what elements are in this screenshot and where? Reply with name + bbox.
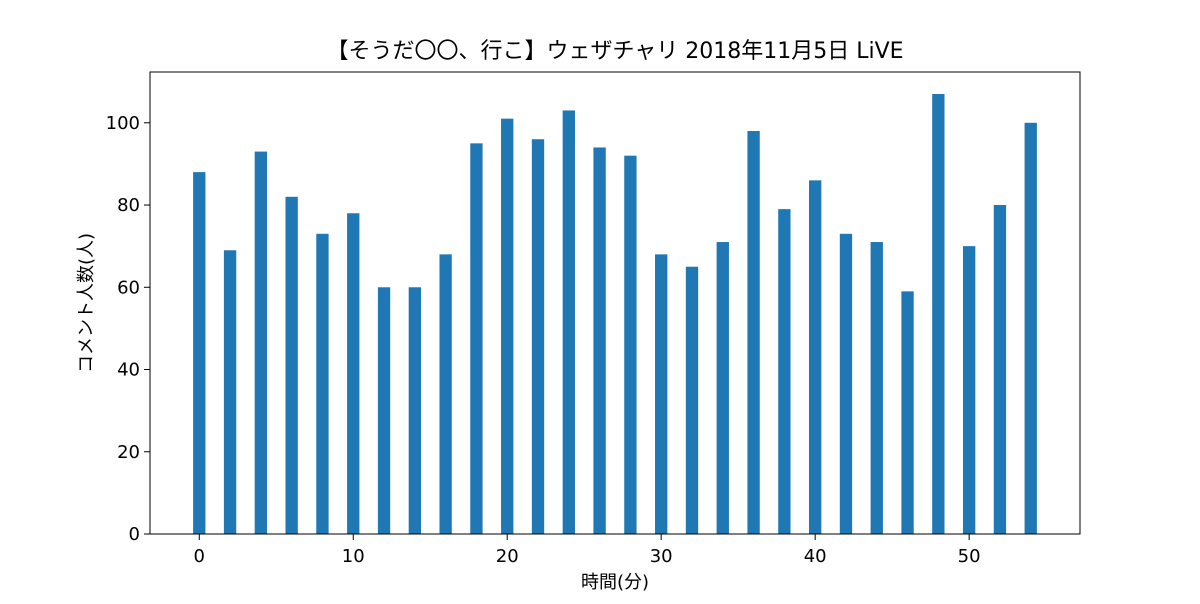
x-axis-ticks: 0 10 20 30 40 50 [194, 534, 981, 567]
bar-20 [501, 118, 514, 535]
x-tick-label-50: 50 [958, 546, 981, 567]
y-tick-label-60: 60 [117, 277, 140, 298]
bar-34 [716, 242, 729, 535]
bar-2 [223, 250, 237, 534]
y-tick-label-100: 100 [106, 113, 140, 134]
bar-30 [655, 254, 668, 534]
bar-6 [285, 196, 298, 535]
bar-32 [685, 266, 699, 534]
y-axis-ticks: 0 20 40 60 80 100 [106, 113, 150, 545]
bar-16 [439, 254, 452, 534]
bar-48 [932, 94, 945, 534]
x-tick-label-40: 40 [804, 546, 827, 567]
bar-12 [377, 287, 391, 534]
y-tick-label-20: 20 [117, 442, 140, 463]
bar-36 [747, 131, 760, 534]
bar-28 [624, 155, 637, 534]
bar-24 [562, 110, 575, 534]
y-tick-label-0: 0 [129, 524, 140, 545]
bar-52 [993, 205, 1007, 534]
x-tick-label-10: 10 [342, 546, 365, 567]
bars-group [193, 94, 1037, 535]
bar-42 [839, 233, 853, 534]
bar-0 [193, 172, 206, 534]
bar-40 [809, 180, 822, 535]
bar-46 [901, 291, 914, 534]
bar-8 [316, 233, 329, 534]
bar-10 [347, 213, 360, 534]
x-tick-label-20: 20 [496, 546, 519, 567]
bar-44 [870, 242, 883, 535]
bar-26 [593, 147, 606, 534]
x-axis-label: 時間(分) [581, 572, 649, 593]
y-axis-label: コメント人数(人) [76, 233, 97, 373]
bar-50 [962, 246, 976, 534]
bar-54 [1024, 122, 1037, 534]
x-tick-label-30: 30 [650, 546, 673, 567]
chart-title: 【そうだ〇〇、行こ】ウェザチャリ 2018年11月5日 LiVE [326, 39, 903, 64]
y-tick-label-40: 40 [117, 360, 140, 381]
bar-18 [470, 143, 483, 534]
x-tick-label-0: 0 [194, 546, 205, 567]
bar-38 [778, 209, 791, 534]
bar-4 [254, 151, 268, 534]
y-tick-label-80: 80 [117, 195, 140, 216]
bar-22 [531, 139, 545, 535]
plot-frame [149, 71, 1081, 535]
bar-14 [408, 287, 421, 534]
